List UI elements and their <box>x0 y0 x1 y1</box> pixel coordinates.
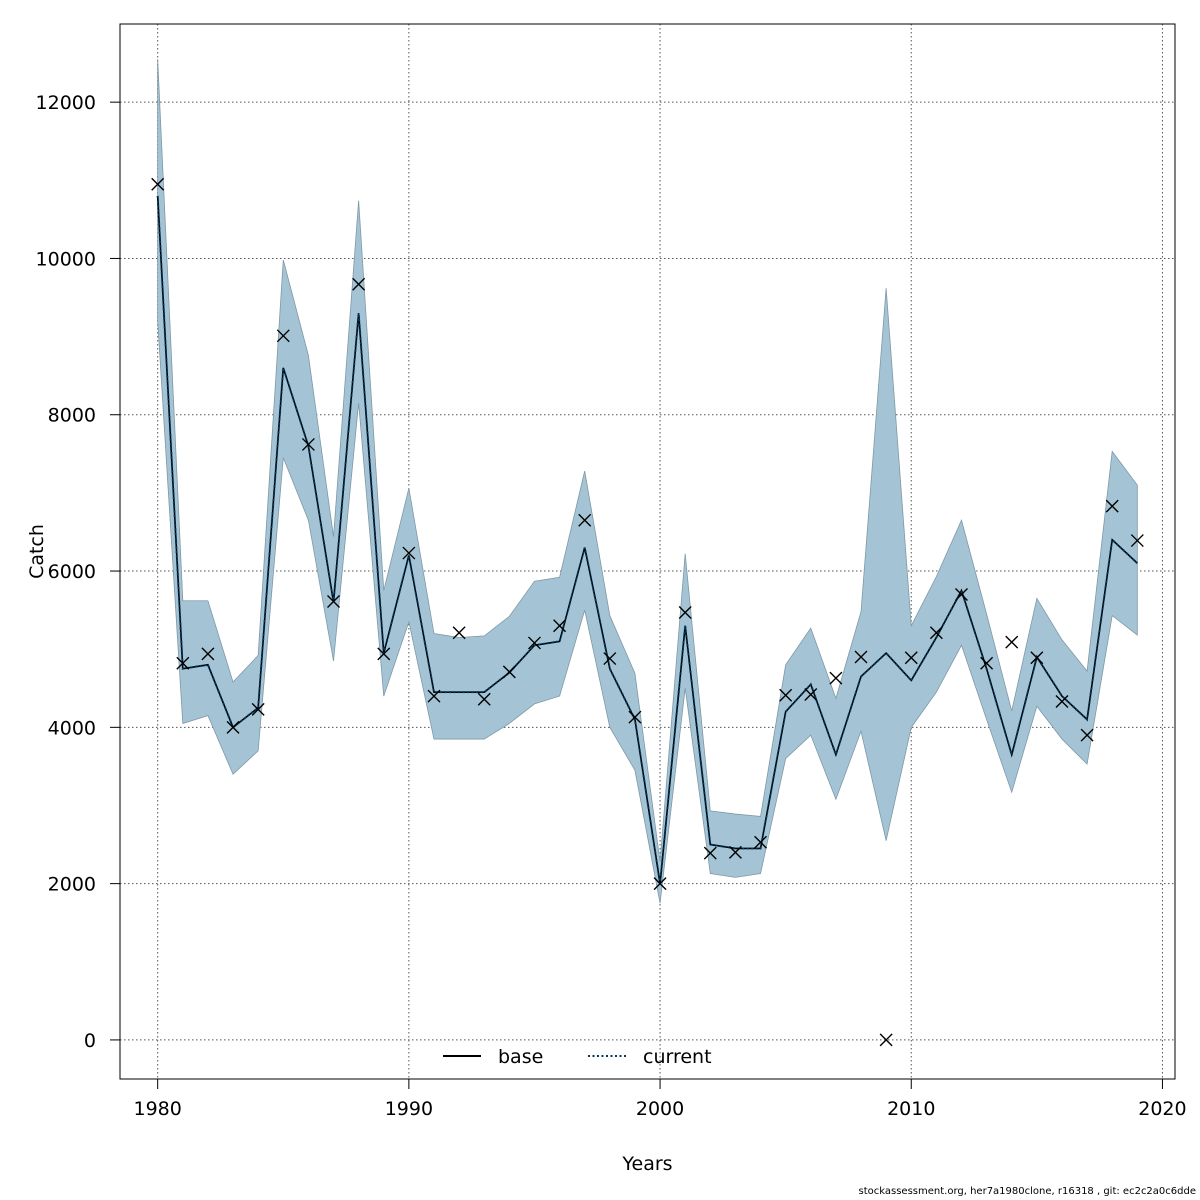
y-tick-label-6000: 6000 <box>48 561 96 583</box>
observation-point-1999 <box>628 710 642 724</box>
observation-point-1991 <box>427 689 441 703</box>
y-tick-label-2000: 2000 <box>48 874 96 896</box>
observation-point-1990 <box>402 546 416 560</box>
observation-point-2012 <box>954 587 968 601</box>
observation-markers-layer <box>151 177 1144 1047</box>
observation-point-2014 <box>1005 635 1019 649</box>
observation-point-1992 <box>452 626 466 640</box>
observation-point-1983 <box>226 720 240 734</box>
observation-point-1985 <box>276 329 290 343</box>
series-line-base <box>156 195 1138 884</box>
observation-point-2006 <box>804 688 818 702</box>
observation-point-2016 <box>1055 695 1069 709</box>
legend: base current <box>443 1046 712 1068</box>
y-tick-label-0: 0 <box>84 1030 96 1052</box>
observation-point-1982 <box>201 647 215 661</box>
observation-point-2008 <box>854 650 868 664</box>
observation-point-2002 <box>703 846 717 860</box>
x-axis-label: Years <box>621 1153 672 1175</box>
y-axis-label: Catch <box>26 524 48 579</box>
observation-point-2013 <box>980 656 994 670</box>
observation-point-1994 <box>502 665 516 679</box>
legend-label-current: current <box>643 1046 712 1068</box>
confidence-band-layer <box>157 59 1138 904</box>
x-tick-label-1990: 1990 <box>385 1098 433 1120</box>
observation-point-2011 <box>929 626 943 640</box>
footer-credit: stockassessment.org, her7a1980clone, r16… <box>858 1186 1196 1197</box>
observation-point-1993 <box>477 692 491 706</box>
observation-point-2018 <box>1105 499 1119 513</box>
y-tick-label-4000: 4000 <box>48 717 96 739</box>
x-tick-label-1980: 1980 <box>133 1098 181 1120</box>
observation-point-1988 <box>352 277 366 291</box>
observation-point-2004 <box>754 835 768 849</box>
observation-point-2000 <box>653 877 667 891</box>
x-tick-label-2000: 2000 <box>636 1098 684 1120</box>
observation-point-2005 <box>779 688 793 702</box>
series-lines-layer <box>156 195 1139 884</box>
x-tick-label-2020: 2020 <box>1138 1098 1186 1120</box>
x-tick-label-2010: 2010 <box>887 1098 935 1120</box>
observation-point-2003 <box>728 845 742 859</box>
observation-point-1980 <box>151 177 165 191</box>
observation-point-2007 <box>829 671 843 685</box>
observation-point-2019 <box>1130 534 1144 548</box>
observation-point-1986 <box>301 437 315 451</box>
legend-label-base: base <box>498 1046 543 1068</box>
observation-point-1987 <box>327 595 341 609</box>
observation-point-2010 <box>904 651 918 665</box>
observation-point-1981 <box>176 656 190 670</box>
axes: 1980 1990 2000 2010 2020 0 2000 4000 6000 8000 100… <box>36 92 1187 1120</box>
y-tick-label-8000: 8000 <box>48 405 96 427</box>
observation-point-2015 <box>1030 651 1044 665</box>
observation-point-1997 <box>578 513 592 527</box>
confidence-band <box>157 59 1138 904</box>
observation-point-2017 <box>1080 728 1094 742</box>
observation-point-1998 <box>603 652 617 666</box>
grid-lines <box>120 24 1175 1079</box>
observation-point-1984 <box>251 702 265 716</box>
y-tick-label-10000: 10000 <box>36 248 96 270</box>
observation-point-1989 <box>377 647 391 661</box>
observation-point-2009 <box>879 1033 893 1047</box>
plot-frame <box>119 23 1176 1080</box>
y-tick-label-12000: 12000 <box>36 92 96 114</box>
observation-point-1996 <box>553 619 567 633</box>
observation-point-2001 <box>678 605 692 619</box>
observation-point-1995 <box>527 636 541 650</box>
